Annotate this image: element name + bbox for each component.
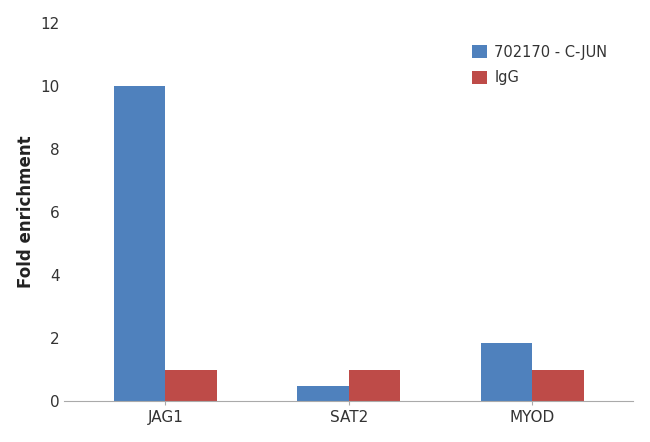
Legend: 702170 - C-JUN, IgG: 702170 - C-JUN, IgG [465, 38, 615, 92]
Bar [114, 86, 165, 401]
Bar [349, 370, 400, 401]
Y-axis label: Fold enrichment: Fold enrichment [17, 136, 34, 288]
Bar [165, 370, 216, 401]
Bar [532, 370, 584, 401]
Bar [298, 385, 349, 401]
Bar [481, 343, 532, 401]
